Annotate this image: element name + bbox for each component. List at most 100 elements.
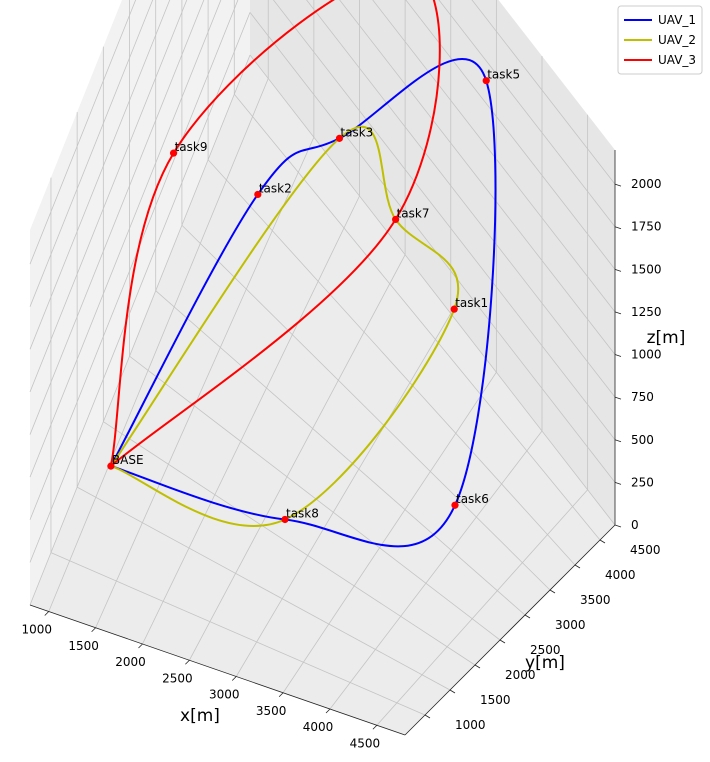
x-axis-label: x[m] <box>180 706 220 726</box>
y-tick-label: 3000 <box>555 618 586 632</box>
point-task1 <box>450 305 458 313</box>
x-tick-mark <box>91 627 96 633</box>
legend: UAV_1 UAV_2 UAV_3 <box>617 5 703 75</box>
point-BASE <box>107 462 115 470</box>
grid-x-floor <box>48 78 269 612</box>
x-tick-label: 1000 <box>21 623 52 637</box>
x-tick-mark <box>44 611 50 616</box>
y-tick-label: 1000 <box>455 718 486 732</box>
z-axis-label: z[m] <box>647 328 686 348</box>
y-tick-label: 3500 <box>580 593 611 607</box>
grid-z-left <box>29 54 251 606</box>
x-tick-label: 1500 <box>68 639 99 653</box>
grid-y-floor <box>129 355 501 641</box>
z-tick-mark <box>614 226 622 230</box>
grid-z-back <box>438 0 616 227</box>
grid-z-back <box>249 12 616 483</box>
z-tick-label: 1500 <box>631 262 662 276</box>
floor-pane <box>30 55 615 735</box>
point-label-task3: task3 <box>340 125 373 139</box>
y-tick-mark <box>549 589 556 594</box>
z-tick-label: 2000 <box>631 177 662 191</box>
x-axis-ticks: 1000 1500 2000 2500 3000 3500 4000 4500 <box>21 611 381 750</box>
point-task6 <box>451 501 459 509</box>
task-points: BASEtask8task6task5task4task3task2task9t… <box>107 68 520 524</box>
grid-z-back <box>306 0 616 398</box>
grid-x-floor <box>376 489 588 726</box>
grid-z-left <box>29 0 137 265</box>
y-tick-label: 1500 <box>480 693 511 707</box>
point-task7 <box>392 215 400 224</box>
z-tick-label: 750 <box>631 390 654 404</box>
y-tick-mark <box>524 614 531 619</box>
z-tick-label: 1750 <box>631 220 662 234</box>
y-tick-mark <box>574 564 581 569</box>
uav-routes <box>109 0 497 548</box>
grid-z-back <box>372 0 616 313</box>
grid-z-left <box>29 0 222 478</box>
point-label-task7: task7 <box>397 206 430 220</box>
z-tick-label: 1250 <box>631 305 662 319</box>
axis-lines <box>29 150 616 736</box>
z-tick-mark <box>614 268 622 272</box>
grid-z-left <box>29 12 251 563</box>
x-tick-mark <box>278 692 284 698</box>
grid-z-left <box>29 0 171 350</box>
grid-x-floor <box>142 195 360 645</box>
point-label-task1: task1 <box>455 296 488 310</box>
grid-y-floor <box>50 552 426 716</box>
grid-x-floor <box>329 430 543 710</box>
route-UAV_3 <box>109 0 441 467</box>
point-task3 <box>335 134 344 142</box>
grid-z-left <box>29 0 205 435</box>
point-task2 <box>254 190 262 199</box>
z-axis-ticks: 0 250 500 750 1000 1250 1500 1750 2000 <box>614 177 662 532</box>
left-wall-pane <box>30 0 250 605</box>
y-tick-mark <box>599 539 606 544</box>
y-tick-label: 2000 <box>505 668 536 682</box>
z-tick-label: 500 <box>631 433 654 447</box>
grid-x-floor <box>235 313 452 677</box>
y-tick-label: 4000 <box>605 568 636 582</box>
grid-y-floor <box>155 290 526 616</box>
z-tick-label: 0 <box>631 518 639 532</box>
x-tick-mark <box>372 724 378 730</box>
z-tick-mark <box>614 311 622 315</box>
back-wall-pane <box>250 0 615 525</box>
z-tick-mark <box>614 396 622 400</box>
grid-x-floor <box>282 372 497 693</box>
y-tick-mark <box>474 664 481 669</box>
y-axis-label: y[m] <box>525 653 565 673</box>
z-tick-mark <box>614 482 622 485</box>
x-tick-mark <box>138 643 143 649</box>
y-axis-ticks: 1000 1500 2000 2500 3000 3500 4000 4500 <box>424 539 661 732</box>
x-tick-mark <box>185 659 190 665</box>
point-label-task8: task8 <box>286 506 319 520</box>
route-UAV_1 <box>110 57 497 548</box>
z-tick-label: 250 <box>631 475 654 489</box>
grid-z-left <box>29 0 188 393</box>
grid-lines <box>29 0 616 726</box>
point-label-task6: task6 <box>456 492 489 506</box>
grid-x-floor <box>189 254 406 661</box>
legend-label-UAV_1: UAV_1 <box>658 13 696 27</box>
y-tick-mark <box>499 639 506 644</box>
point-task9 <box>169 149 178 157</box>
grid-z-back <box>249 54 616 526</box>
legend-box <box>617 5 703 75</box>
x-tick-label: 2500 <box>162 671 193 685</box>
grid-y-floor <box>76 486 451 691</box>
x-tick-label: 3500 <box>256 704 287 718</box>
point-label-task9: task9 <box>175 140 208 154</box>
route-UAV_2 <box>110 125 460 527</box>
legend-label-UAV_2: UAV_2 <box>658 33 696 47</box>
grid-y-floor <box>233 94 601 541</box>
point-label-task2: task2 <box>259 181 292 195</box>
legend-label-UAV_3: UAV_3 <box>658 53 696 67</box>
x-tick-label: 4500 <box>350 736 381 750</box>
point-task8 <box>281 515 289 524</box>
z-tick-mark <box>614 439 622 443</box>
x-tick-label: 4000 <box>303 720 334 734</box>
x-tick-label: 2000 <box>115 655 146 669</box>
